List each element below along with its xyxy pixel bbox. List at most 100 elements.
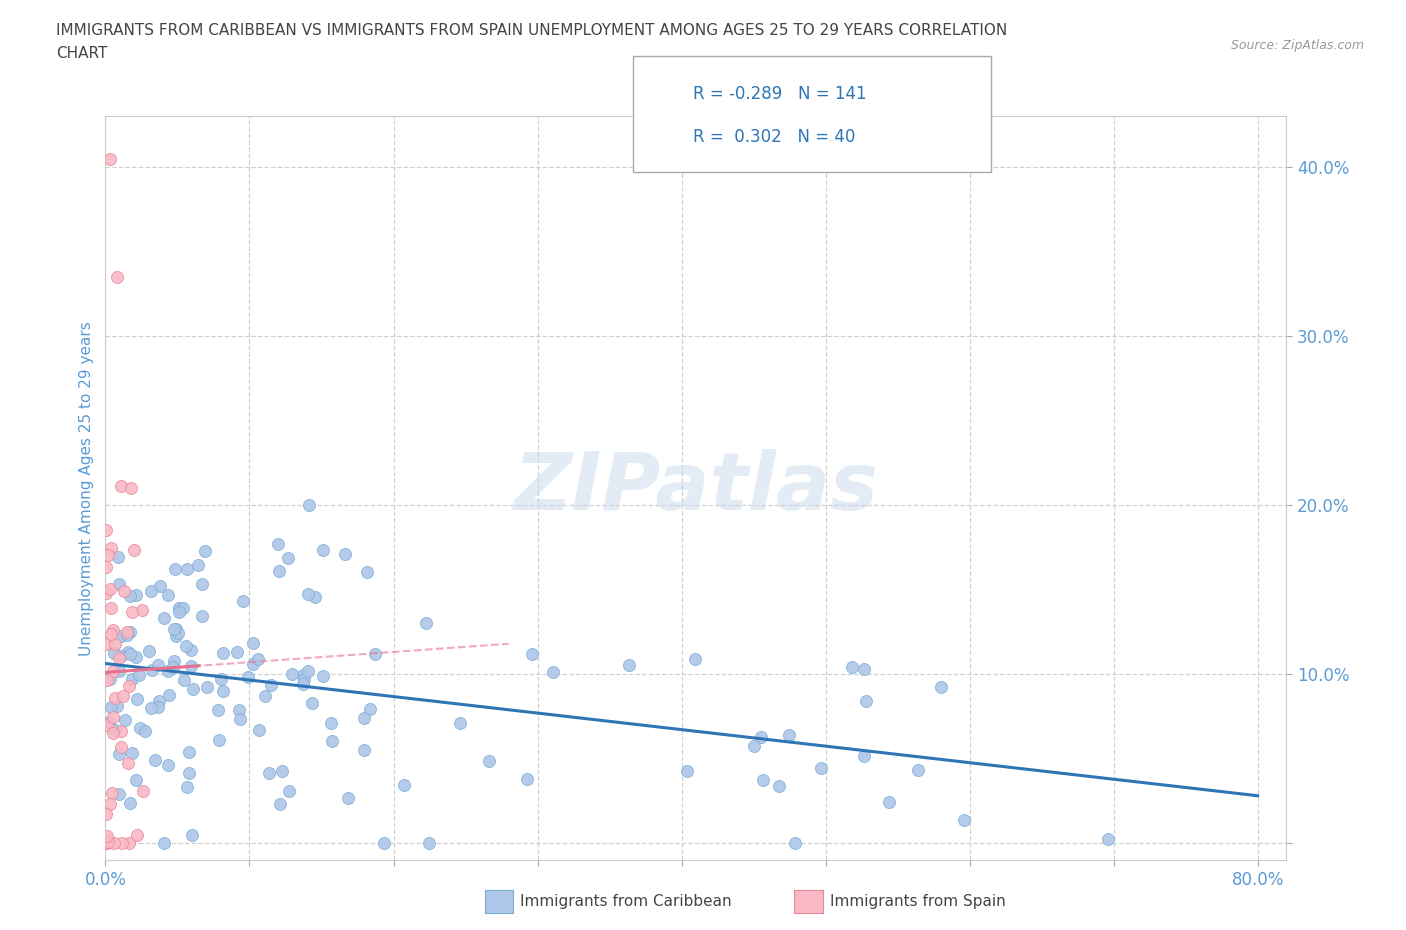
Point — [127, 828, 149, 843]
Point — [683, 652, 706, 667]
Point — [190, 609, 212, 624]
Point — [180, 643, 202, 658]
Point — [132, 784, 155, 799]
Point — [97, 548, 120, 563]
Point — [108, 650, 131, 665]
Point — [172, 601, 194, 616]
Point — [312, 542, 335, 557]
Point — [810, 761, 832, 776]
Point — [207, 702, 229, 717]
Point — [259, 765, 281, 780]
Text: Immigrants from Spain: Immigrants from Spain — [830, 894, 1005, 909]
Point — [107, 577, 129, 591]
Point — [744, 738, 766, 753]
Point — [619, 658, 641, 672]
Text: Source: ZipAtlas.com: Source: ZipAtlas.com — [1230, 39, 1364, 52]
Y-axis label: Unemployment Among Ages 25 to 29 years: Unemployment Among Ages 25 to 29 years — [79, 321, 94, 656]
Point — [449, 715, 471, 730]
Point — [128, 721, 150, 736]
Text: R =  0.302   N = 40: R = 0.302 N = 40 — [693, 127, 855, 146]
Point — [117, 644, 139, 659]
Point — [167, 625, 190, 640]
Point — [778, 727, 800, 742]
Point — [364, 646, 387, 661]
Point — [176, 779, 198, 794]
Point — [353, 711, 375, 725]
Point — [104, 636, 127, 651]
Point — [211, 645, 233, 660]
Point — [174, 638, 197, 653]
Point — [117, 755, 139, 770]
Point — [163, 562, 186, 577]
Point — [297, 587, 319, 602]
Point — [297, 498, 319, 512]
Point — [157, 687, 180, 702]
Point — [103, 646, 125, 661]
Point — [94, 806, 117, 821]
Point — [107, 550, 129, 565]
Point — [177, 765, 200, 780]
Point — [139, 701, 162, 716]
Point — [122, 543, 145, 558]
Point — [242, 636, 264, 651]
Point — [100, 540, 122, 555]
Point — [321, 715, 343, 730]
Point — [101, 709, 124, 724]
Point — [297, 663, 319, 678]
Point — [110, 629, 132, 644]
Point — [359, 702, 381, 717]
Point — [195, 679, 218, 694]
Point — [105, 270, 128, 285]
Point — [98, 671, 121, 686]
Point — [953, 813, 976, 828]
Point — [120, 589, 142, 604]
Point — [749, 729, 772, 744]
Point — [181, 828, 204, 843]
Point — [101, 663, 124, 678]
Point — [96, 829, 118, 844]
Point — [141, 663, 163, 678]
Point — [392, 777, 415, 792]
Point — [929, 680, 952, 695]
Point — [267, 564, 290, 578]
Point — [153, 610, 176, 625]
Point — [128, 667, 150, 682]
Point — [225, 644, 247, 659]
Point — [100, 627, 122, 642]
Point — [139, 583, 162, 598]
Point — [148, 693, 170, 708]
Point — [96, 834, 118, 849]
Text: CHART: CHART — [56, 46, 108, 61]
Point — [107, 698, 129, 713]
Point — [768, 778, 790, 793]
Point — [101, 622, 124, 637]
Point — [304, 590, 326, 604]
Text: R = -0.289   N = 141: R = -0.289 N = 141 — [693, 85, 866, 103]
Point — [110, 836, 132, 851]
Point — [115, 624, 138, 639]
Point — [134, 724, 156, 738]
Point — [281, 667, 304, 682]
Point — [167, 601, 190, 616]
Point — [212, 684, 235, 698]
Point — [246, 652, 269, 667]
Point — [112, 584, 135, 599]
Text: IMMIGRANTS FROM CARIBBEAN VS IMMIGRANTS FROM SPAIN UNEMPLOYMENT AMONG AGES 25 TO: IMMIGRANTS FROM CARIBBEAN VS IMMIGRANTS … — [56, 23, 1008, 38]
Point — [752, 773, 775, 788]
Point — [516, 772, 538, 787]
Point — [312, 669, 335, 684]
Point — [277, 551, 299, 565]
Point — [267, 537, 290, 551]
Point — [853, 661, 876, 676]
Point — [110, 724, 132, 738]
Point — [335, 547, 357, 562]
Point — [478, 753, 501, 768]
Point — [520, 647, 543, 662]
Point — [162, 659, 184, 674]
Point — [194, 544, 217, 559]
Point — [104, 723, 127, 737]
Point — [125, 649, 148, 664]
Point — [236, 670, 259, 684]
Point — [167, 602, 190, 617]
Point — [110, 739, 132, 754]
